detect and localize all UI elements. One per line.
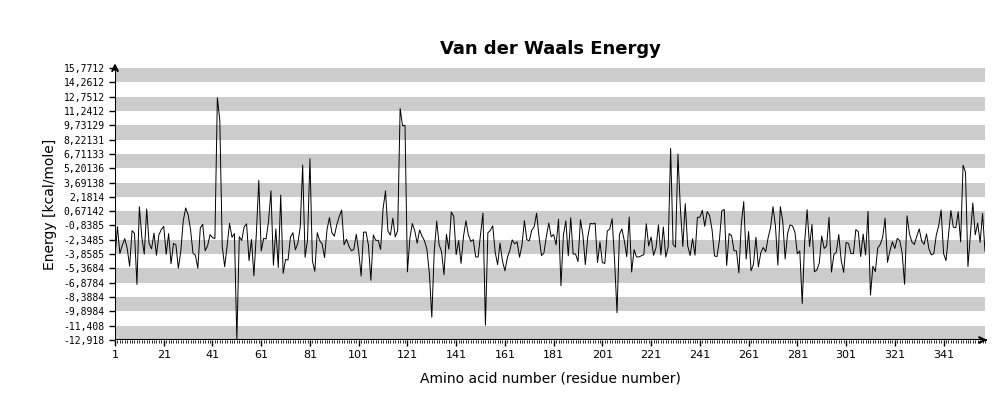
Bar xyxy=(115,311,985,326)
Title: Van der Waals Energy: Van der Waals Energy xyxy=(440,40,660,58)
Bar xyxy=(115,97,985,111)
Bar xyxy=(115,68,985,82)
Bar xyxy=(115,211,985,226)
Bar xyxy=(115,111,985,125)
Bar xyxy=(115,254,985,268)
Bar xyxy=(115,326,985,340)
Bar xyxy=(115,297,985,311)
Bar xyxy=(115,168,985,182)
Bar xyxy=(115,240,985,254)
Bar xyxy=(115,125,985,140)
Bar xyxy=(115,226,985,240)
Bar xyxy=(115,182,985,197)
Bar xyxy=(115,283,985,297)
Bar xyxy=(115,197,985,211)
Bar xyxy=(115,82,985,97)
Y-axis label: Energy [kcal/mole]: Energy [kcal/mole] xyxy=(43,138,57,270)
Bar xyxy=(115,154,985,168)
Bar xyxy=(115,268,985,283)
X-axis label: Amino acid number (residue number): Amino acid number (residue number) xyxy=(420,372,680,386)
Bar xyxy=(115,140,985,154)
